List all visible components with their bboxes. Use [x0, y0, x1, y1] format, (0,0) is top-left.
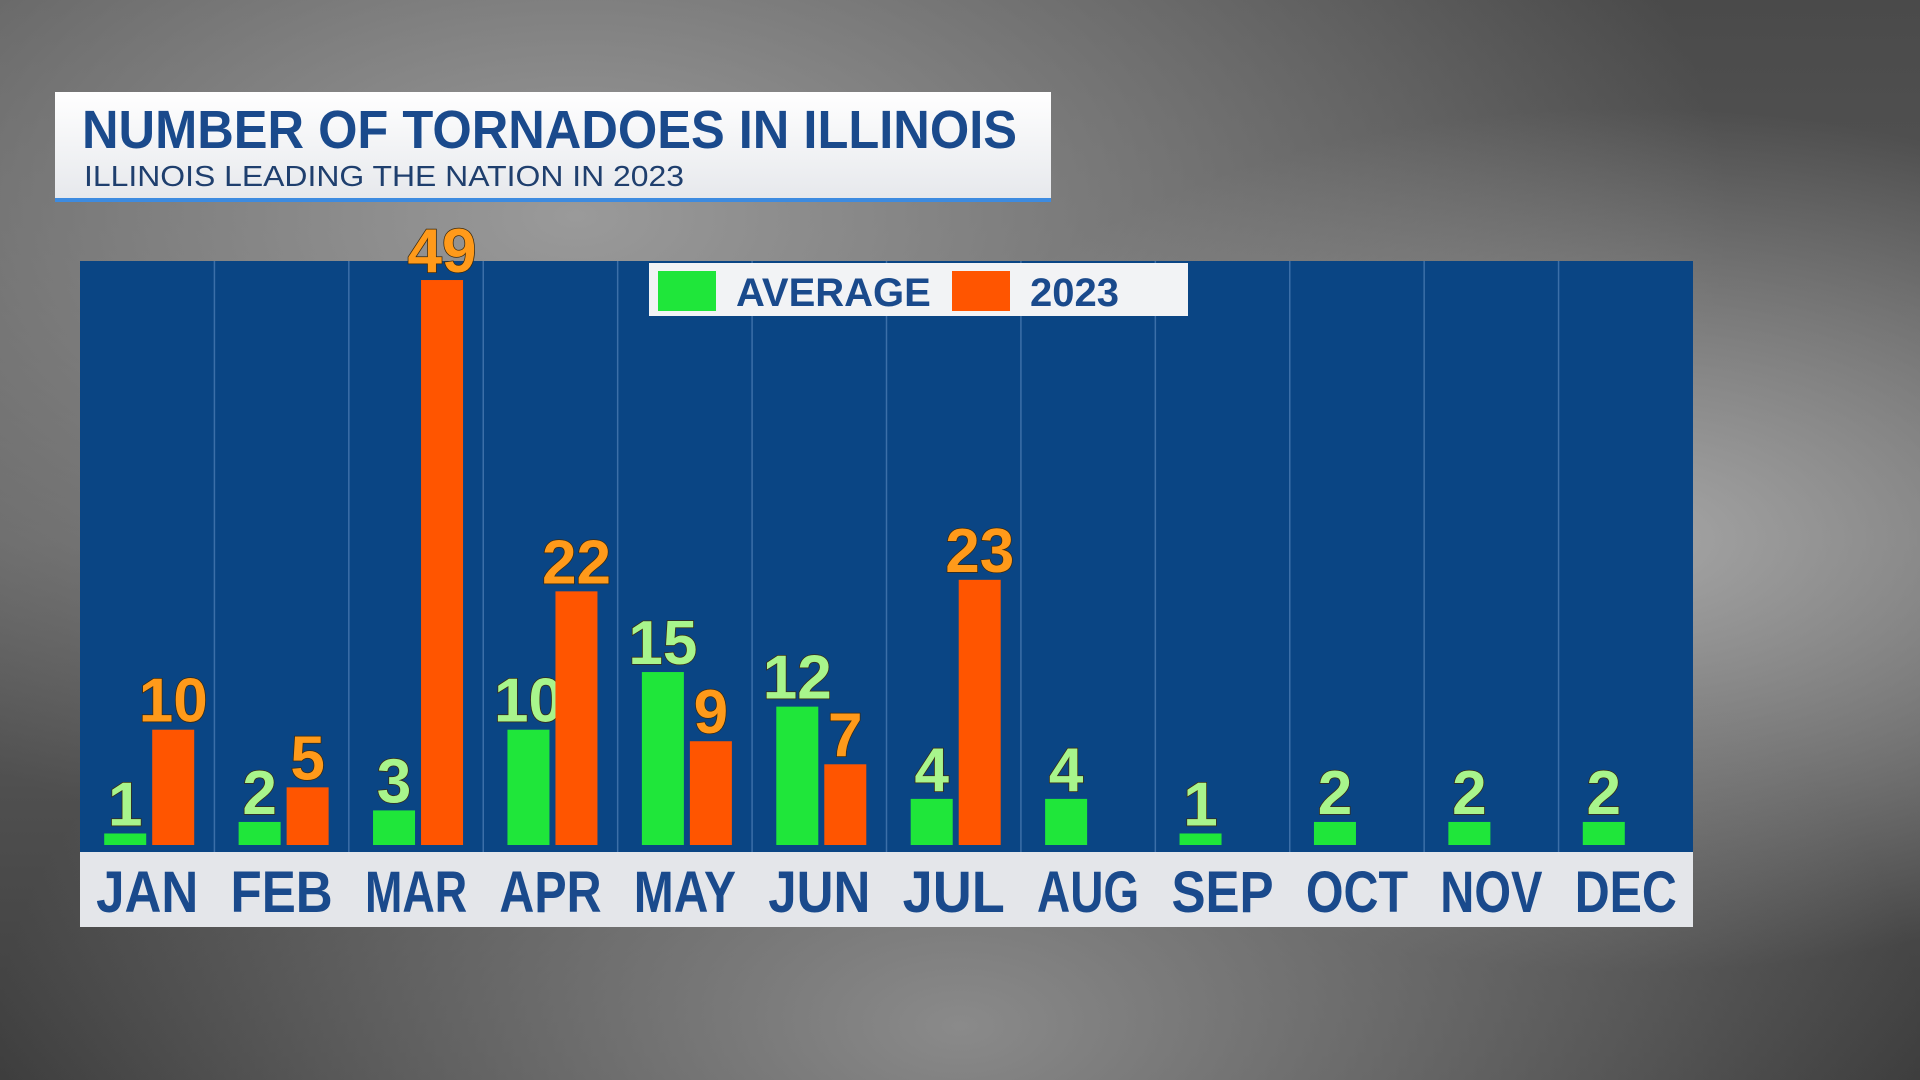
x-tick-label: DEC: [1575, 860, 1677, 925]
data-label: 2: [1318, 759, 1352, 828]
data-label: 15: [628, 609, 697, 678]
chart-title: NUMBER OF TORNADOES IN ILLINOIS: [82, 100, 1017, 160]
bar: [641, 672, 684, 845]
bar: [421, 280, 464, 845]
data-label: 4: [914, 736, 949, 805]
legend-swatch: [658, 271, 716, 311]
data-label: 1: [108, 770, 142, 839]
chart-subtitle: ILLINOIS LEADING THE NATION IN 2023: [84, 161, 684, 193]
x-tick-label: JAN: [96, 860, 198, 925]
bar: [689, 741, 732, 845]
bar: [824, 764, 867, 845]
legend-swatch: [952, 271, 1010, 311]
data-label: 3: [377, 747, 411, 816]
legend-label: 2023: [1030, 271, 1119, 315]
x-tick-label: FEB: [231, 860, 333, 925]
bar: [152, 729, 195, 845]
bar: [286, 787, 329, 845]
title-underline: [55, 198, 1051, 202]
x-tick-label: AUG: [1037, 860, 1139, 925]
x-tick-label: JUN: [768, 860, 870, 925]
bar: [1448, 821, 1491, 845]
legend-label: AVERAGE: [736, 271, 931, 315]
x-tick-label: MAY: [634, 860, 736, 925]
data-label: 10: [494, 667, 563, 736]
data-label: 7: [828, 701, 862, 770]
data-label: 10: [139, 667, 208, 736]
x-tick-label: SEP: [1171, 860, 1273, 925]
title-box: [55, 92, 1051, 200]
data-label: 49: [408, 217, 477, 286]
data-label: 5: [290, 724, 324, 793]
data-label: 23: [945, 517, 1014, 586]
legend: [649, 263, 1188, 316]
x-tick-label: MAR: [365, 860, 467, 925]
x-tick-label: JUL: [903, 860, 1005, 925]
data-label: 22: [542, 528, 611, 597]
bar: [373, 810, 416, 845]
data-label: 4: [1049, 736, 1084, 805]
bar: [776, 706, 819, 845]
data-label: 9: [694, 678, 728, 747]
bar: [507, 729, 550, 845]
bar: [555, 591, 598, 845]
x-tick-label: NOV: [1440, 860, 1542, 925]
data-label: 1: [1183, 770, 1217, 839]
bar: [1045, 798, 1088, 845]
category-band: [80, 852, 1693, 927]
bar: [104, 833, 147, 845]
bar: [910, 798, 953, 845]
bar: [1582, 821, 1625, 845]
data-label: 2: [242, 759, 276, 828]
bar: [238, 821, 281, 845]
bar: [958, 579, 1001, 845]
data-label: 2: [1587, 759, 1621, 828]
data-label: 2: [1452, 759, 1486, 828]
x-tick-label: OCT: [1306, 860, 1408, 925]
x-tick-label: APR: [499, 860, 601, 925]
data-label: 12: [763, 644, 832, 713]
bar: [1179, 833, 1222, 845]
bar: [1313, 821, 1356, 845]
